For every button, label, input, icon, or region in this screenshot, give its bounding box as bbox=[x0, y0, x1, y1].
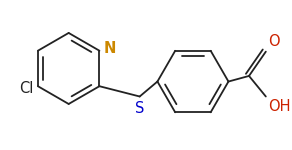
Text: N: N bbox=[104, 41, 117, 56]
Text: Cl: Cl bbox=[19, 81, 33, 96]
Text: OH: OH bbox=[268, 99, 290, 114]
Text: S: S bbox=[135, 101, 144, 116]
Text: O: O bbox=[268, 34, 279, 49]
